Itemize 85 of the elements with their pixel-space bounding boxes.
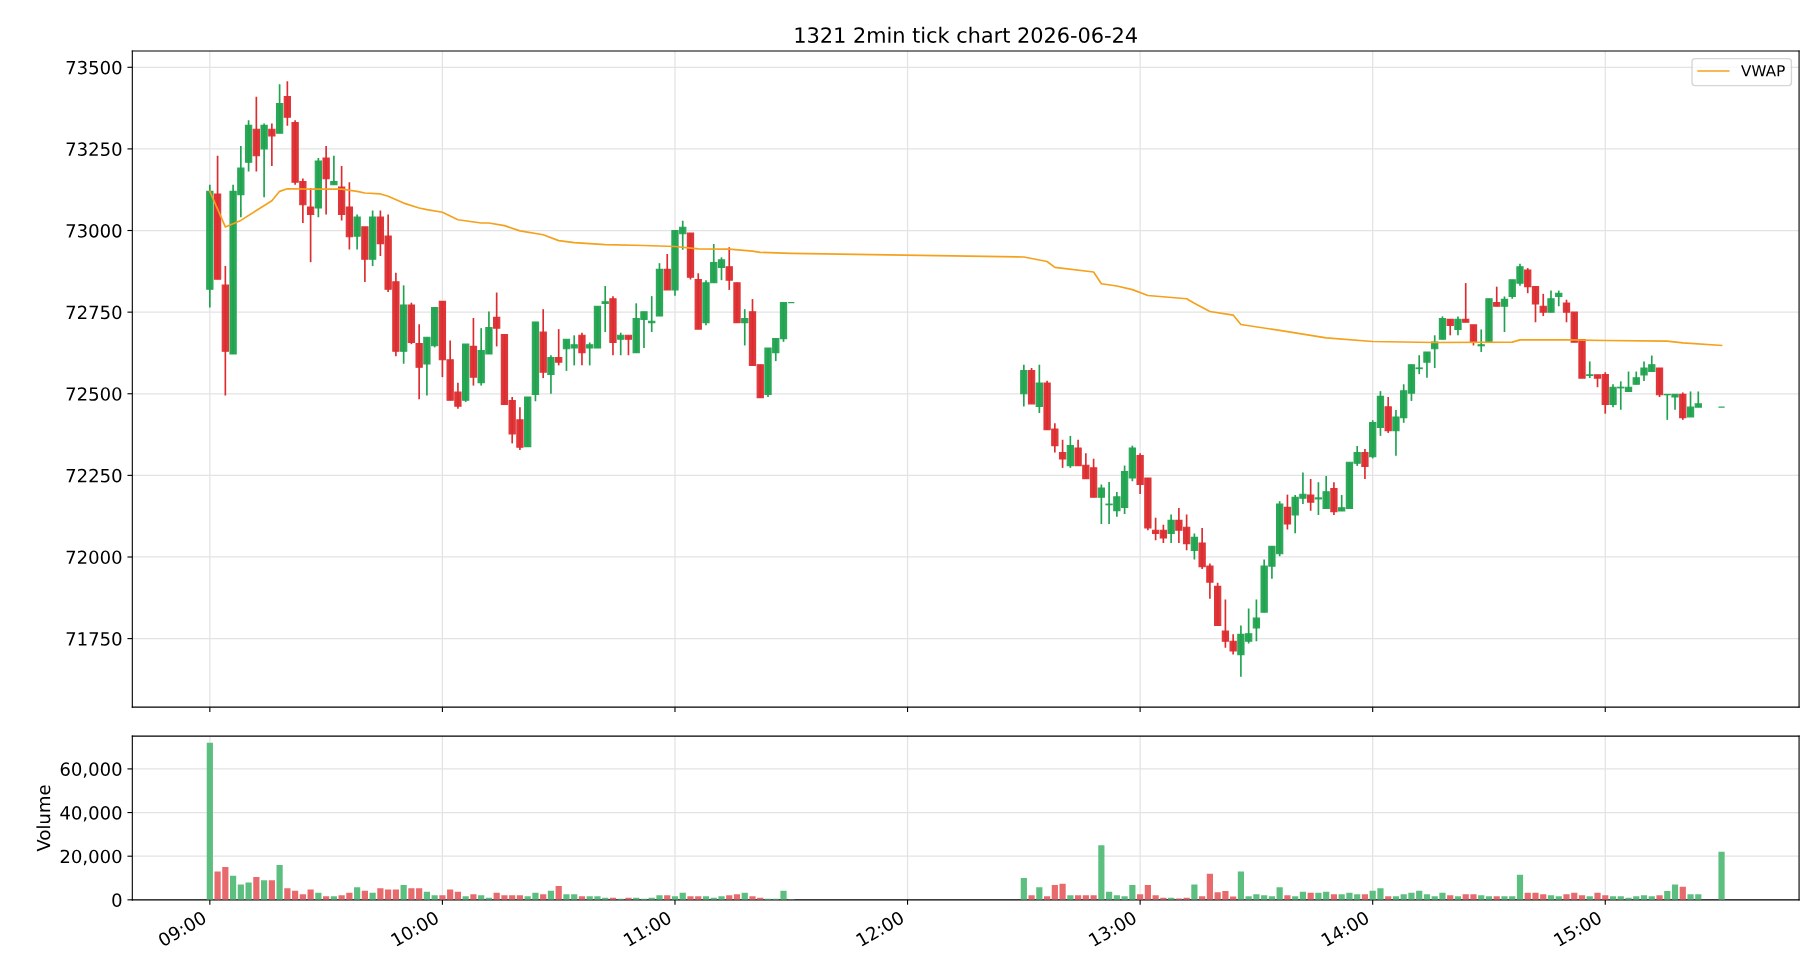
- candlestick: [1058, 438, 1067, 469]
- bar: [1656, 895, 1663, 900]
- candlestick: [260, 122, 268, 199]
- bar: [1284, 895, 1291, 900]
- bar: [1276, 887, 1283, 900]
- candlestick: [1252, 598, 1261, 643]
- bar: [253, 876, 260, 900]
- candlestick: [353, 213, 361, 251]
- y-tick-label: 73500: [66, 60, 122, 75]
- candlestick: [1190, 532, 1199, 561]
- candlestick: [493, 291, 501, 348]
- bar: [1098, 845, 1105, 900]
- candlestick: [1066, 435, 1075, 469]
- bar: [555, 886, 562, 900]
- candlestick: [268, 122, 276, 167]
- candlestick: [1469, 324, 1478, 347]
- candlestick: [1438, 315, 1447, 341]
- bar: [1028, 895, 1035, 900]
- candlestick: [415, 323, 423, 401]
- y-tick-label: 72500: [66, 387, 122, 401]
- y-tick-label: 0: [112, 893, 122, 907]
- candlestick: [1462, 282, 1470, 324]
- bar: [1718, 851, 1725, 900]
- bar: [400, 885, 407, 900]
- bar: [377, 888, 384, 900]
- bar: [276, 864, 283, 900]
- candlestick: [1283, 493, 1292, 531]
- bar: [1036, 887, 1043, 900]
- y-tick-label: 73000: [66, 223, 122, 238]
- bar: [1020, 878, 1027, 900]
- bar: [206, 742, 213, 900]
- candlestick: [725, 246, 733, 291]
- y-tick-label: 20,000: [60, 849, 122, 866]
- candlestick: [330, 154, 338, 186]
- candlestick: [624, 334, 633, 357]
- bar: [268, 880, 275, 900]
- candlestick: [1020, 363, 1028, 408]
- bar: [780, 890, 787, 900]
- candlestick: [1547, 289, 1555, 313]
- candlestick: [1679, 391, 1687, 421]
- bar: [408, 888, 415, 900]
- candlestick: [1493, 285, 1501, 308]
- candlestick: [1423, 351, 1431, 379]
- candlestick: [1539, 293, 1547, 317]
- candlestick: [741, 308, 749, 347]
- y-axis-title: Volume: [36, 785, 51, 852]
- candlestick: [1500, 295, 1509, 333]
- candlestick: [1307, 478, 1315, 512]
- bar: [229, 875, 237, 900]
- candlestick: [322, 145, 330, 216]
- bar: [284, 888, 291, 900]
- candlestick: [1167, 513, 1175, 544]
- bar: [1516, 874, 1524, 900]
- candlestick: [617, 331, 625, 357]
- candlestick: [663, 253, 671, 291]
- bar: [354, 887, 361, 900]
- y-tick-label: 73250: [66, 142, 122, 157]
- candlestick: [547, 354, 555, 395]
- candlestick: [555, 328, 563, 367]
- bar: [470, 894, 477, 900]
- candlestick: [306, 187, 315, 264]
- y-tick-label: 72750: [66, 305, 122, 320]
- legend-label: VWAP: [1741, 65, 1785, 77]
- bar: [416, 888, 423, 900]
- y-tick-label: 71750: [66, 632, 122, 646]
- bar: [1144, 885, 1151, 900]
- candlestick: [1586, 360, 1594, 379]
- y-tick-label: 72250: [66, 468, 122, 483]
- y-tick-label: 40,000: [60, 806, 122, 822]
- bar: [1237, 871, 1244, 900]
- candlestick: [578, 331, 586, 367]
- bar: [1206, 873, 1213, 900]
- candlestick: [283, 80, 292, 127]
- candlestick: [1035, 363, 1043, 414]
- bar: [261, 880, 268, 900]
- candlestick: [1361, 448, 1369, 480]
- candlestick: [1097, 483, 1106, 525]
- chart-title: 1321 2min tick chart 2026-06-24: [795, 26, 1137, 43]
- candlestick: [1330, 481, 1338, 516]
- y-tick-label: 72000: [66, 550, 122, 565]
- y-tick-label: 60,000: [60, 762, 122, 778]
- candlestick: [1384, 396, 1392, 434]
- candlestick: [601, 285, 609, 333]
- candlestick: [1477, 328, 1485, 353]
- candlestick: [1454, 315, 1462, 337]
